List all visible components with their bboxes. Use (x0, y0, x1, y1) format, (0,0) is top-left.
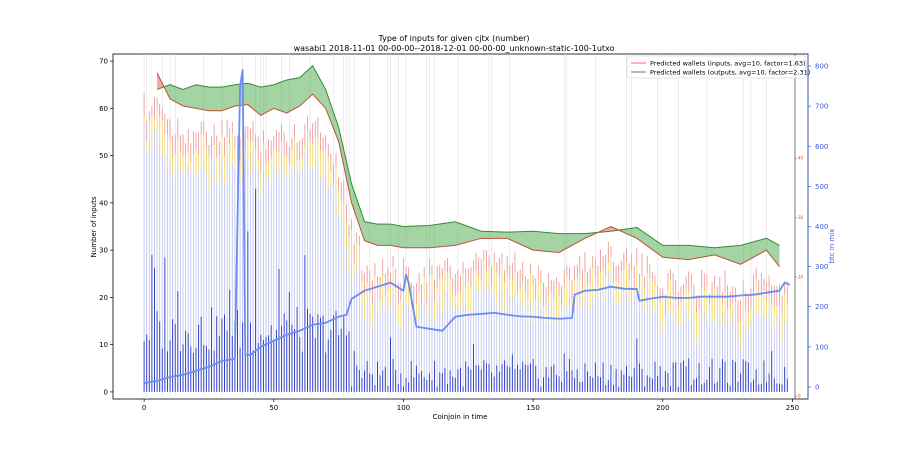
wallet-band (714, 245, 741, 265)
wallets-inputs-line (156, 72, 780, 267)
plot-area (112, 53, 809, 400)
y-tick-label: 30 (99, 247, 108, 255)
wallet-band (766, 238, 780, 267)
wallet-band (221, 84, 235, 111)
wallet-band (740, 238, 767, 265)
btc-tick-label: 200 (815, 303, 828, 311)
wallet-band (364, 221, 378, 246)
legend: Predicted wallets (inputs, avg=10, facto… (626, 55, 810, 79)
wallet-band (636, 227, 663, 258)
wallet-band (390, 224, 404, 248)
wallet-band (183, 84, 196, 109)
wallet-band (208, 87, 222, 111)
y-tick-label: 20 (99, 294, 108, 302)
chart-title: Type of inputs for given cjtx (number) (377, 34, 529, 43)
y-tick-label: 0 (104, 388, 108, 396)
wallet-bands (157, 65, 780, 267)
btc-tick-label: 0 (815, 383, 819, 391)
wallet-band (481, 231, 508, 239)
btc-tick-label: 500 (815, 183, 828, 191)
wallet-band (299, 65, 313, 106)
x-tick-label: 50 (269, 404, 278, 412)
wallet-band (273, 79, 287, 114)
legend-label-inputs: Predicted wallets (inputs, avg=10, facto… (650, 60, 806, 68)
x-axis: 0 50 100 150 200 250 (142, 399, 799, 412)
btc-tick-label: 300 (815, 263, 828, 271)
wallet-band (429, 221, 456, 248)
wallet-band (377, 224, 391, 246)
btc-tick-label: 700 (815, 103, 828, 111)
wallet-band (351, 183, 365, 241)
wallet-band (507, 231, 534, 251)
btc-axis-label: btc in mix (828, 229, 836, 264)
wallet-band (662, 245, 689, 260)
x-tick-label: 0 (142, 404, 146, 412)
wallet-band (455, 221, 482, 246)
x-tick-label: 150 (526, 404, 539, 412)
y-axis: 0 10 20 30 40 50 60 70 (99, 58, 113, 396)
legend-label-outputs: Predicted wallets (outputs, avg=10, fact… (650, 69, 810, 77)
y-tick-label: 70 (99, 58, 108, 66)
wallets-outputs-line (156, 65, 780, 249)
y-axis-label: Number of inputs (90, 196, 98, 257)
wallet-band (533, 231, 560, 253)
wallet-band (260, 84, 274, 116)
wallet-band (234, 83, 248, 106)
btc-in-mix-line (143, 69, 791, 384)
y-tick-label: 40 (99, 199, 108, 207)
wallet-band (559, 233, 585, 253)
middle-axis: 0 20 30 40 (794, 54, 804, 399)
y-tick-label: 10 (99, 341, 108, 349)
x-tick-label: 250 (786, 404, 799, 412)
legend-box (626, 55, 807, 79)
wallet-band (247, 83, 261, 116)
wallet-band (195, 84, 209, 111)
middle-tick-label: 40 (798, 156, 804, 161)
wallet-band (286, 77, 300, 114)
x-tick-label: 100 (397, 404, 410, 412)
y-tick-label: 50 (99, 152, 108, 160)
series-lines (143, 65, 791, 384)
wallet-band (325, 89, 339, 142)
btc-tick-label: 100 (815, 343, 828, 351)
x-axis-label: Coinjoin in time (433, 413, 488, 421)
btc-tick-label: 400 (815, 223, 828, 231)
middle-tick-label: 20 (798, 275, 804, 280)
middle-tick-label: 30 (798, 215, 804, 220)
y-tick-label: 60 (99, 105, 108, 113)
btc-tick-label: 800 (815, 63, 828, 71)
btc-axis: 0 100 200 300 400 500 600 700 800 (807, 54, 828, 399)
wallet-band (618, 227, 637, 239)
x-tick-label: 200 (656, 404, 669, 412)
chart-subtitle: wasabi1 2018-11-01 00-00-00--2018-12-01 … (294, 44, 615, 53)
wallet-band (403, 225, 430, 248)
middle-tick-label: 0 (798, 394, 801, 399)
wallet-band (338, 127, 352, 203)
btc-tick-label: 600 (815, 143, 828, 151)
